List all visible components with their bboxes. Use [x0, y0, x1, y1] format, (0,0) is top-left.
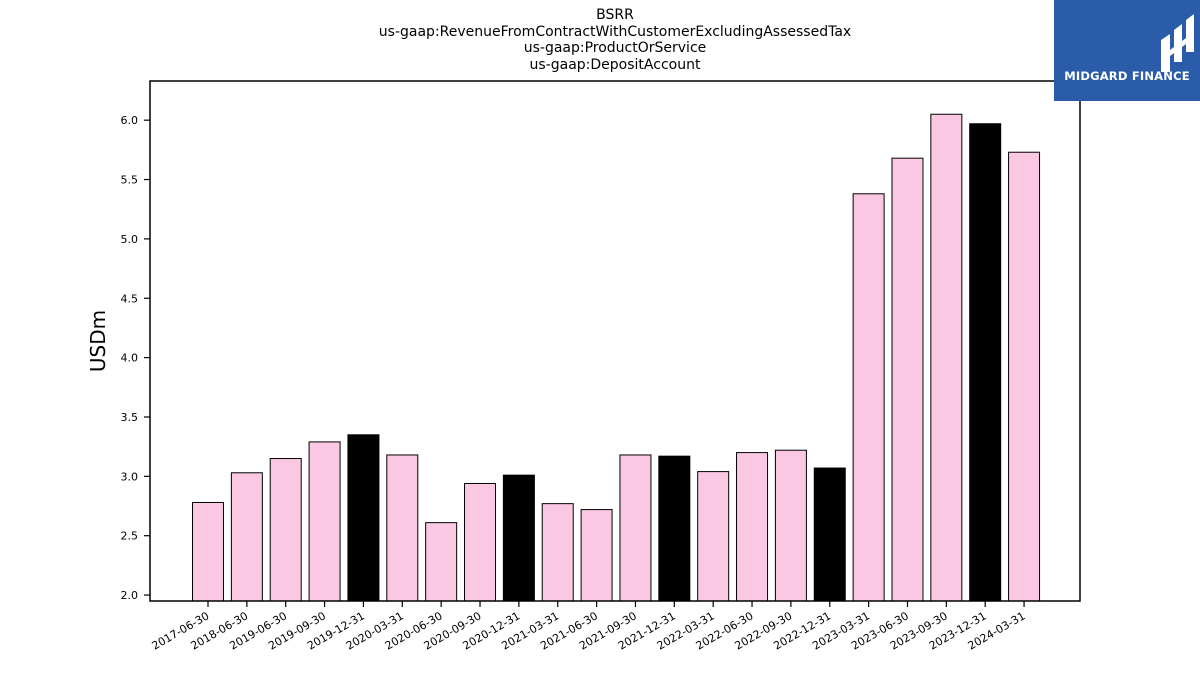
- y-tick-label: 3.0: [121, 470, 139, 483]
- title-line-2: us-gaap:RevenueFromContractWithCustomerE…: [378, 23, 852, 40]
- bar-2022-06-30: [736, 452, 769, 602]
- bar-2018-06-30: [230, 472, 263, 602]
- bar-2023-03-31: [852, 193, 885, 602]
- bar-2021-06-30: [580, 509, 613, 602]
- y-tick-label: 5.0: [121, 233, 139, 246]
- bar-2019-09-30: [308, 441, 341, 602]
- chart-title: BSRR us-gaap:RevenueFromContractWithCust…: [150, 7, 1080, 73]
- y-tick-label: 6.0: [121, 114, 139, 127]
- title-line-1: BSRR: [596, 7, 634, 23]
- bar-2022-09-30: [774, 449, 807, 602]
- logo-mark-icon: [1161, 14, 1194, 72]
- bar-2022-03-31: [697, 471, 730, 602]
- y-tick-label: 2.5: [121, 530, 139, 543]
- y-tick-label: 5.5: [121, 174, 139, 187]
- bar-2023-12-31: [969, 123, 1002, 602]
- bar-2019-06-30: [269, 458, 302, 602]
- bar-2020-09-30: [464, 482, 497, 602]
- bar-2017-06-30: [192, 501, 224, 602]
- bar-2024-03-31: [1008, 151, 1041, 602]
- bar-2022-12-31: [813, 467, 846, 602]
- bar-2023-06-30: [891, 157, 924, 602]
- bar-2020-12-31: [502, 474, 535, 602]
- y-tick-label: 2.0: [121, 589, 139, 602]
- logo-text: MIDGARD FINANCE: [1064, 69, 1190, 83]
- bar-2020-06-30: [425, 522, 458, 602]
- y-axis-label: USDm: [86, 310, 110, 372]
- plot-frame: [149, 80, 1081, 602]
- title-line-3: us-gaap:ProductOrService: [523, 40, 707, 56]
- y-tick-label: 4.0: [121, 352, 139, 365]
- y-tick-label: 4.5: [121, 292, 139, 305]
- bar-2019-12-31: [347, 434, 380, 602]
- bar-2021-09-30: [619, 454, 652, 602]
- bar-2021-12-31: [658, 455, 691, 602]
- bar-2021-03-31: [541, 503, 574, 602]
- y-tick-label: 3.5: [121, 411, 139, 424]
- midgard-finance-logo: MIDGARD FINANCE: [1054, 0, 1200, 101]
- bar-2020-03-31: [386, 454, 419, 602]
- bar-2023-09-30: [930, 113, 963, 602]
- title-line-4: us-gaap:DepositAccount: [529, 56, 701, 73]
